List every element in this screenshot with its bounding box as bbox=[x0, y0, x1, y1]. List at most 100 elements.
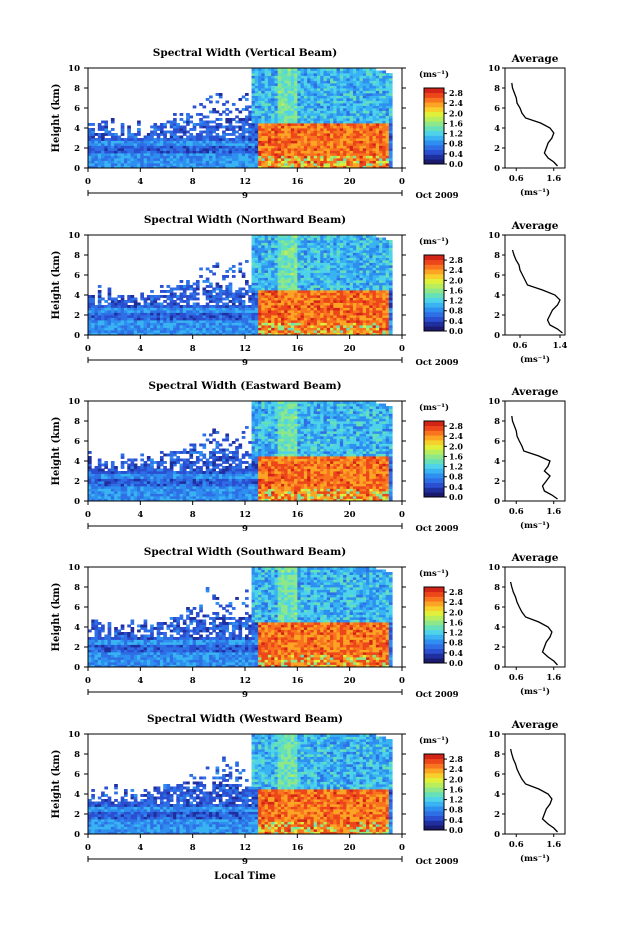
heatmap-cell bbox=[320, 245, 324, 248]
heatmap-cell bbox=[209, 290, 213, 293]
heatmap-cell bbox=[170, 121, 174, 124]
heatmap-cell bbox=[304, 163, 308, 166]
heatmap-cell bbox=[170, 318, 174, 321]
heatmap-cell bbox=[382, 101, 386, 104]
heatmap-cell bbox=[183, 315, 187, 318]
heatmap-cell bbox=[255, 103, 259, 106]
heatmap-cell bbox=[140, 310, 144, 313]
heatmap-cell bbox=[281, 133, 285, 136]
heatmap-cell bbox=[330, 315, 334, 318]
heatmap-cell bbox=[232, 126, 236, 129]
heatmap-cell bbox=[307, 163, 311, 166]
heatmap-cell bbox=[255, 313, 259, 316]
heatmap-cell bbox=[235, 146, 239, 149]
heatmap-cell bbox=[310, 263, 314, 266]
heatmap-cell bbox=[333, 328, 337, 331]
heatmap-cell bbox=[186, 283, 190, 286]
heatmap-cell bbox=[95, 133, 99, 136]
heatmap-cell bbox=[330, 71, 334, 74]
heatmap-cell bbox=[356, 305, 360, 308]
heatmap-cell bbox=[261, 305, 265, 308]
heatmap-cell bbox=[245, 123, 249, 126]
heatmap-cell bbox=[101, 310, 105, 313]
heatmap-cell bbox=[268, 258, 272, 261]
heatmap-cell bbox=[340, 288, 344, 291]
heatmap-cell bbox=[284, 73, 288, 76]
heatmap-cell bbox=[225, 161, 229, 164]
heatmap-cell bbox=[330, 263, 334, 266]
heatmap-cell bbox=[183, 163, 187, 166]
heatmap-cell bbox=[238, 156, 242, 159]
heatmap-cell bbox=[337, 146, 341, 149]
heatmap-cell bbox=[291, 128, 295, 131]
heatmap-cell bbox=[170, 163, 174, 166]
heatmap-cell bbox=[294, 245, 298, 248]
heatmap-cell bbox=[310, 161, 314, 164]
heatmap-cell bbox=[242, 275, 246, 278]
heatmap-cell bbox=[346, 106, 350, 109]
heatmap-cell bbox=[294, 270, 298, 273]
heatmap-cell bbox=[278, 240, 282, 243]
heatmap-cell bbox=[314, 308, 318, 311]
heatmap-cell bbox=[199, 138, 203, 141]
heatmap-cell bbox=[324, 161, 328, 164]
heatmap-cell bbox=[95, 141, 99, 144]
heatmap-cell bbox=[353, 138, 357, 141]
heatmap-cell bbox=[268, 310, 272, 313]
heatmap-cell bbox=[363, 71, 367, 74]
heatmap-cell bbox=[301, 300, 305, 303]
heatmap-cell bbox=[297, 310, 301, 313]
heatmap-cell bbox=[363, 243, 367, 246]
heatmap-cell bbox=[297, 330, 301, 333]
heatmap-cell bbox=[101, 153, 105, 156]
heatmap-cell bbox=[232, 163, 236, 166]
heatmap-cell bbox=[373, 153, 377, 156]
heatmap-cell bbox=[222, 126, 226, 129]
heatmap-cell bbox=[268, 136, 272, 139]
heatmap-cell bbox=[216, 126, 220, 129]
heatmap-cell bbox=[232, 141, 236, 144]
heatmap-cell bbox=[134, 298, 138, 301]
heatmap-cell bbox=[340, 308, 344, 311]
heatmap-cell bbox=[359, 283, 363, 286]
heatmap-cell bbox=[382, 98, 386, 101]
heatmap-cell bbox=[307, 258, 311, 261]
heatmap-cell bbox=[108, 156, 112, 159]
heatmap-cell bbox=[297, 91, 301, 94]
heatmap-cell bbox=[291, 78, 295, 81]
heatmap-cell bbox=[350, 148, 354, 151]
heatmap-cell bbox=[346, 303, 350, 306]
heatmap-cell bbox=[108, 318, 112, 321]
heatmap-cell bbox=[117, 303, 121, 306]
heatmap-cell bbox=[193, 153, 197, 156]
heatmap-cell bbox=[252, 273, 256, 276]
heatmap-cell bbox=[212, 325, 216, 328]
heatmap-cell bbox=[173, 323, 177, 326]
heatmap-cell bbox=[324, 71, 328, 74]
heatmap-cell bbox=[199, 156, 203, 159]
heatmap-cell bbox=[258, 320, 262, 323]
heatmap-cell bbox=[147, 148, 151, 151]
heatmap-cell bbox=[301, 86, 305, 89]
heatmap-cell bbox=[317, 273, 321, 276]
heatmap-cell bbox=[98, 295, 102, 298]
heatmap-cell bbox=[350, 101, 354, 104]
heatmap-cell bbox=[108, 310, 112, 313]
heatmap-cell bbox=[363, 153, 367, 156]
heatmap-cell bbox=[363, 111, 367, 114]
heatmap-cell bbox=[131, 313, 135, 316]
heatmap-cell bbox=[288, 320, 292, 323]
heatmap-cell bbox=[330, 238, 334, 241]
colorbar-tick-label: 0.0 bbox=[449, 159, 463, 169]
heatmap-cell bbox=[340, 103, 344, 106]
heatmap-cell bbox=[363, 298, 367, 301]
heatmap-cell bbox=[369, 268, 373, 271]
heatmap-cell bbox=[147, 295, 151, 298]
heatmap-cell bbox=[95, 318, 99, 321]
heatmap-cell bbox=[346, 151, 350, 154]
heatmap-cell bbox=[320, 300, 324, 303]
heatmap-cell bbox=[343, 250, 347, 253]
heatmap-cell bbox=[261, 163, 265, 166]
heatmap-cell bbox=[330, 88, 334, 91]
heatmap-cell bbox=[196, 318, 200, 321]
